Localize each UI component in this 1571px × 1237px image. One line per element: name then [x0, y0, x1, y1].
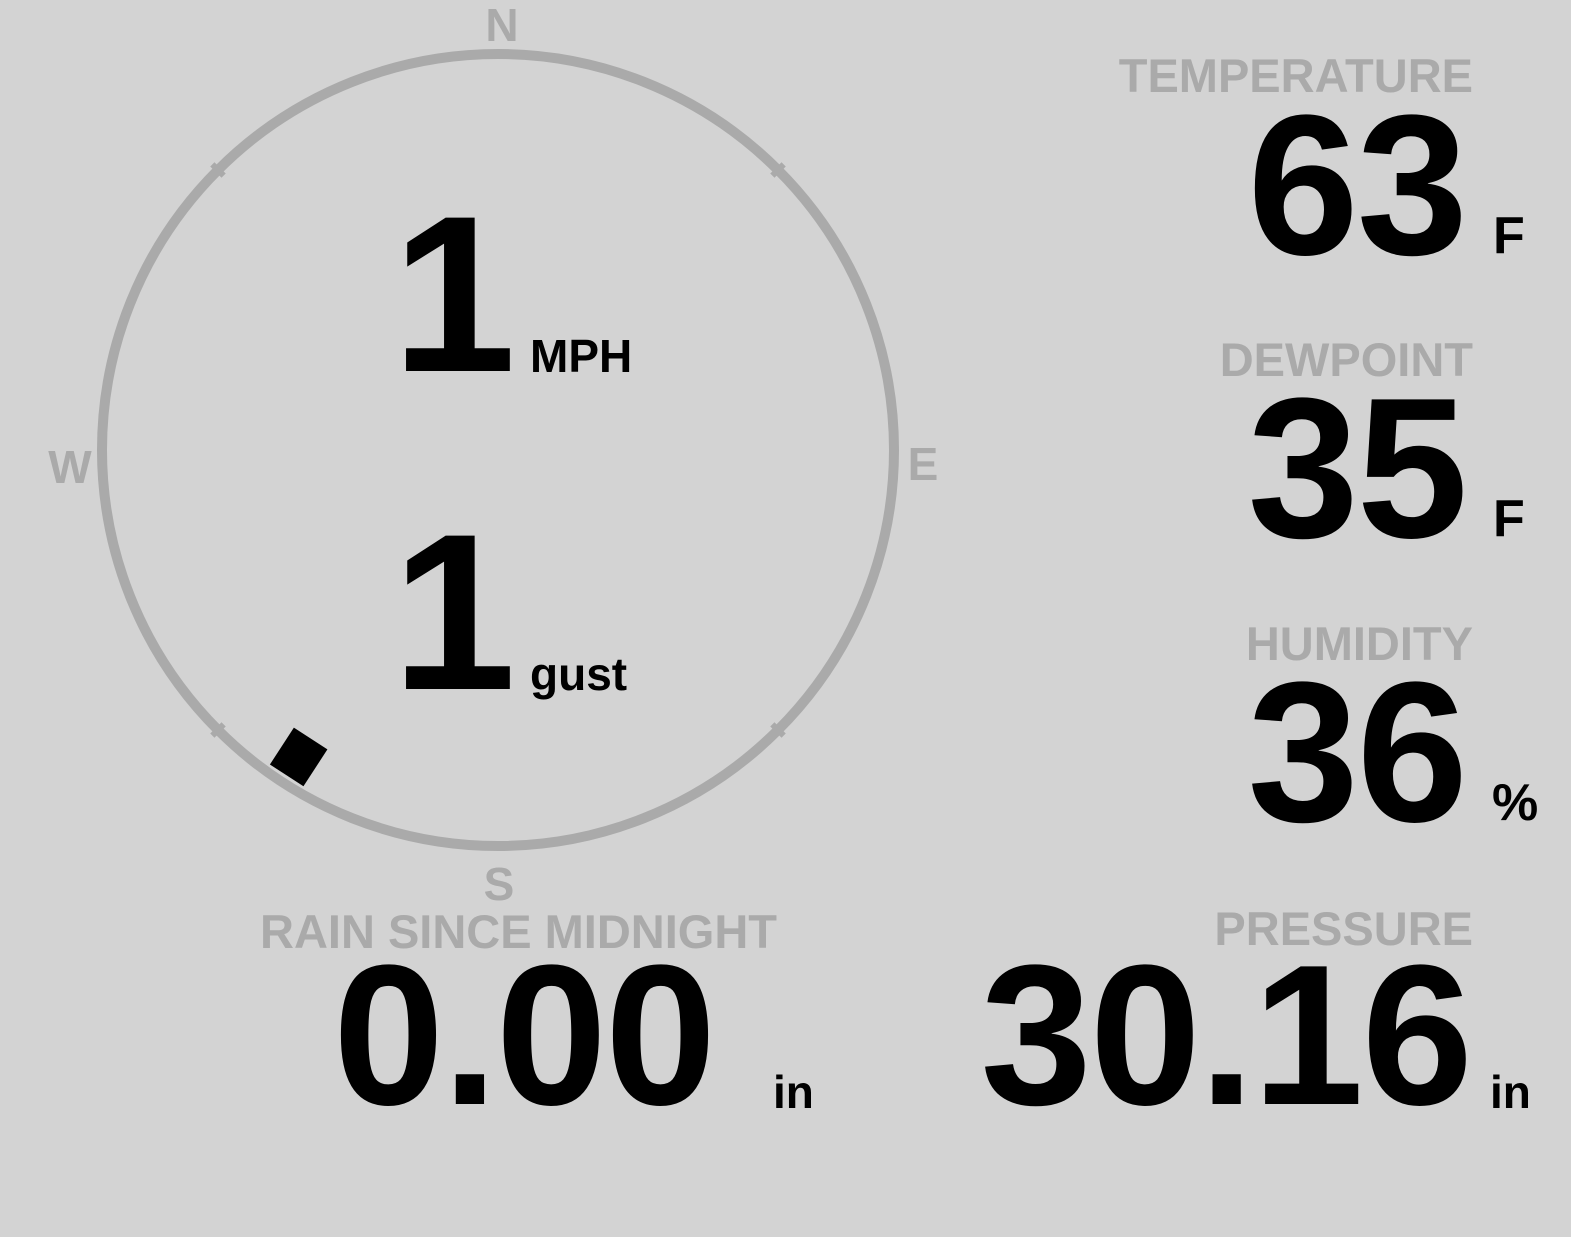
- compass-tick: [210, 162, 226, 178]
- wind-gust-unit: gust: [530, 648, 628, 700]
- wind-direction-marker: [269, 727, 328, 787]
- rain-label: RAIN SINCE MIDNIGHT: [260, 905, 777, 958]
- pressure-label: PRESSURE: [1214, 902, 1473, 955]
- compass-east-label: E: [907, 438, 939, 490]
- dewpoint-unit: F: [1493, 490, 1525, 548]
- humidity-value: 36: [1247, 641, 1468, 864]
- compass-south-label: S: [483, 858, 515, 910]
- temperature-unit: F: [1493, 207, 1525, 265]
- wind-speed-value: 1: [392, 170, 516, 419]
- wind-speed-unit: MPH: [530, 330, 633, 382]
- compass-ring: [97, 49, 899, 851]
- pressure-unit: in: [1490, 1066, 1531, 1118]
- dewpoint-label: DEWPOINT: [1219, 333, 1473, 386]
- temperature-label: TEMPERATURE: [1118, 49, 1473, 102]
- compass-tick: [210, 722, 226, 738]
- compass-tick: [770, 162, 786, 178]
- wind-gust-value: 1: [392, 488, 516, 737]
- humidity-label: HUMIDITY: [1245, 617, 1473, 670]
- rain-unit: in: [773, 1066, 814, 1118]
- temperature-value: 63: [1247, 74, 1468, 297]
- dewpoint-value: 35: [1247, 357, 1468, 580]
- compass-west-label: W: [48, 441, 92, 493]
- rain-value: 0.00: [333, 924, 716, 1147]
- compass-tick: [770, 722, 786, 738]
- pressure-value: 30.16: [980, 924, 1473, 1147]
- compass-north-label: N: [485, 0, 519, 51]
- humidity-unit: %: [1492, 774, 1539, 832]
